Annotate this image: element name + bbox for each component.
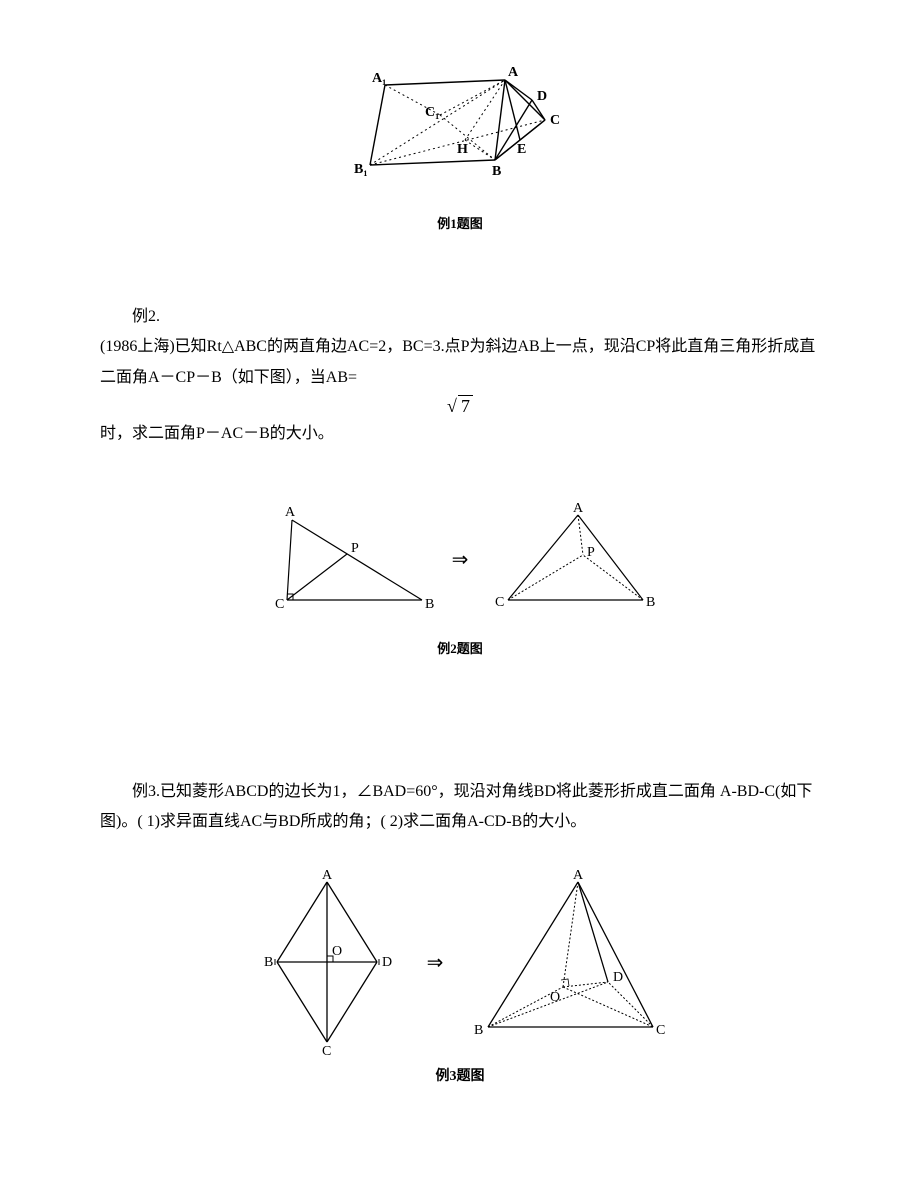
- ex2r-C: C: [495, 595, 504, 610]
- ex3-figure: A B C D O ⇒: [100, 867, 820, 1085]
- ex2-figure: A P C B ⇒ A: [100, 500, 820, 657]
- lbl-A: A: [508, 65, 519, 80]
- ex2r-B: B: [646, 595, 655, 610]
- lbl-B: B: [492, 164, 501, 179]
- lbl-B1: B₁: [354, 162, 368, 177]
- ex2-caption: 例2题图: [100, 638, 820, 657]
- ex3-text: 例3.已知菱形ABCD的边长为1，∠BAD=60°，现沿对角线BD将此菱形折成直…: [100, 777, 820, 838]
- ex3-caption: 例3题图: [100, 1065, 820, 1085]
- lbl-A1: A₁: [372, 71, 386, 86]
- ex3r-D: D: [613, 970, 623, 985]
- ex2-sqrt-val: 7: [458, 395, 473, 417]
- ex2l-B: B: [425, 597, 434, 612]
- ex3r-C: C: [656, 1023, 665, 1038]
- ex3l-B: B: [264, 955, 273, 970]
- lbl-C1: C₁: [425, 105, 439, 120]
- lbl-D: D: [537, 89, 547, 104]
- lbl-C: C: [550, 113, 560, 128]
- ex2l-C: C: [275, 597, 284, 612]
- ex2r-A: A: [573, 501, 584, 516]
- ex3l-C: C: [322, 1044, 331, 1057]
- ex3-arrow: ⇒: [427, 950, 444, 975]
- ex2-sqrt: √7: [100, 395, 820, 417]
- ex3-svg-left: A B C D O: [242, 867, 412, 1057]
- ex3l-A: A: [322, 868, 333, 883]
- ex2l-P: P: [351, 541, 359, 556]
- ex2-line1: (1986上海)已知Rt△ABC的两直角边AC=2，BC=3.点P为斜边AB上一…: [100, 332, 820, 393]
- ex2r-P: P: [587, 545, 595, 560]
- ex3l-O: O: [332, 944, 342, 959]
- lbl-E: E: [517, 142, 526, 157]
- ex2-arrow: ⇒: [452, 547, 469, 572]
- ex3r-A: A: [573, 868, 584, 883]
- ex2-heading: 例2.: [100, 302, 820, 332]
- ex3r-O: O: [550, 990, 560, 1005]
- ex2-svg-left: A P C B: [257, 500, 437, 620]
- ex1-svg: A₁ A D C₁ C H E B₁ B: [310, 60, 610, 200]
- ex2l-A: A: [285, 505, 296, 520]
- ex1-figure: A₁ A D C₁ C H E B₁ B 例1题图: [100, 60, 820, 232]
- ex2-svg-right: A P C B: [483, 500, 663, 620]
- ex3-svg-right: A B C D O: [458, 867, 678, 1057]
- lbl-H: H: [457, 142, 468, 157]
- ex1-caption: 例1题图: [100, 213, 820, 232]
- ex3r-B: B: [474, 1023, 483, 1038]
- ex2-line2: 时，求二面角P－AC－B的大小。: [100, 419, 820, 449]
- ex3l-D: D: [382, 955, 392, 970]
